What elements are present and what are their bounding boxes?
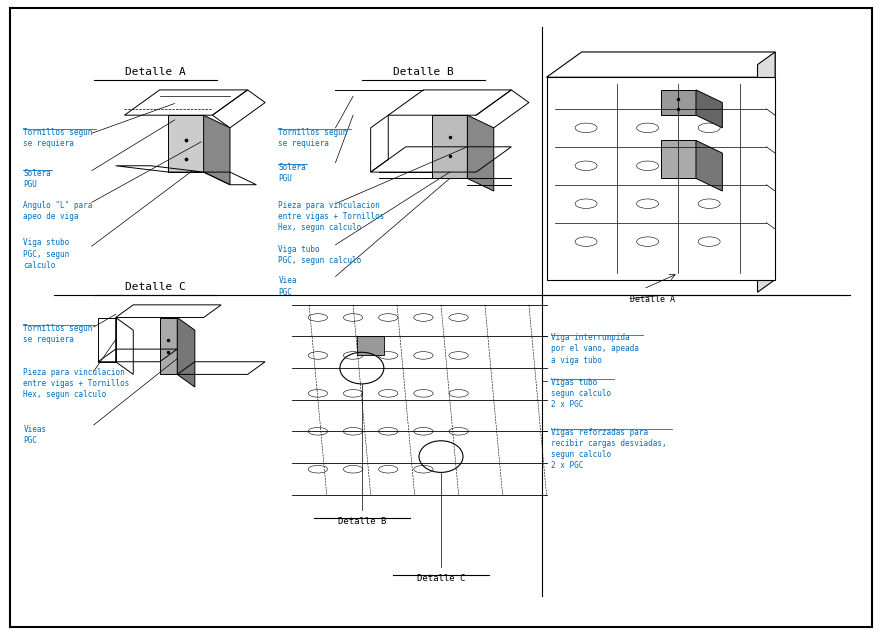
Text: Tornillos segun
se requiera: Tornillos segun se requiera: [279, 128, 348, 148]
Polygon shape: [696, 140, 722, 191]
Polygon shape: [661, 140, 696, 178]
Text: Vigas reforzadas para
recibir cargas desviadas,
segun calculo
2 x PGC: Vigas reforzadas para recibir cargas des…: [551, 428, 667, 471]
Text: Detalle C: Detalle C: [125, 282, 185, 292]
Text: Solera
PGU: Solera PGU: [279, 163, 306, 183]
Text: Viga stubo
PGC, segun
calculo: Viga stubo PGC, segun calculo: [23, 239, 70, 270]
Text: Viga interrumpida
por el vano, apeada
a viga tubo: Viga interrumpida por el vano, apeada a …: [551, 333, 639, 364]
Polygon shape: [432, 115, 467, 178]
Polygon shape: [661, 90, 696, 115]
Text: Pieza para vinculacion
entre vigas + Tornillos
Hex, segun calculo: Pieza para vinculacion entre vigas + Tor…: [279, 201, 385, 232]
FancyBboxPatch shape: [11, 8, 871, 627]
Polygon shape: [357, 337, 384, 356]
Text: Vigas tubo
segun calculo
2 x PGC: Vigas tubo segun calculo 2 x PGC: [551, 378, 611, 409]
Text: Detalle A: Detalle A: [630, 295, 675, 304]
Text: Viga tubo
PGC, segun calculo: Viga tubo PGC, segun calculo: [279, 245, 362, 265]
Text: Viea
PGC: Viea PGC: [279, 276, 297, 297]
Polygon shape: [758, 52, 775, 292]
Polygon shape: [168, 115, 204, 172]
Text: Angulo "L" para
apeo de viga: Angulo "L" para apeo de viga: [23, 201, 93, 220]
Text: Detalle A: Detalle A: [125, 67, 185, 77]
Polygon shape: [177, 318, 195, 387]
Text: Solera
PGU: Solera PGU: [23, 169, 51, 189]
Text: Detalle B: Detalle B: [338, 517, 386, 526]
Polygon shape: [696, 90, 722, 128]
Polygon shape: [204, 115, 230, 185]
Text: Tornillos segun
se requiera: Tornillos segun se requiera: [23, 128, 93, 148]
Polygon shape: [467, 115, 494, 191]
Text: Pieza para vinculacion
entre vigas + Tornillos
Hex, segun calculo: Pieza para vinculacion entre vigas + Tor…: [23, 368, 130, 399]
Text: Vieas
PGC: Vieas PGC: [23, 425, 47, 445]
Polygon shape: [160, 318, 177, 375]
Bar: [547, 77, 775, 279]
Text: Detalle B: Detalle B: [393, 67, 454, 77]
Text: Detalle C: Detalle C: [417, 573, 465, 582]
Text: Tornillos segun
se requiera: Tornillos segun se requiera: [23, 324, 93, 344]
